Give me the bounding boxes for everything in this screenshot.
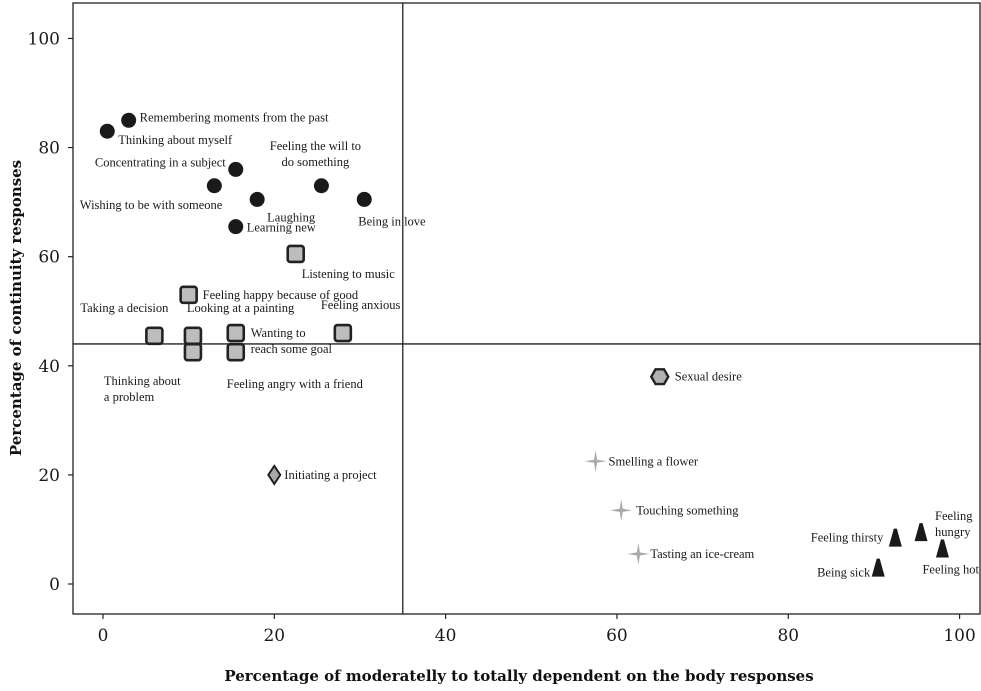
point-feeling-hungry: [914, 523, 928, 542]
point-label-wanting-to-reach-some-goal: Wanting to reach some goal: [251, 326, 333, 356]
x-tick-label-40: 40: [435, 626, 457, 646]
point-thinking-about-myself: [99, 123, 115, 139]
point-feeling-anxious: [333, 323, 353, 343]
point-label-touching-something: Touching something: [636, 503, 739, 517]
point-label-concentrating-in-a-subject: Concentrating in a subject: [95, 155, 226, 169]
point-being-in-love: [356, 191, 372, 207]
point-sexual-desire: [649, 368, 670, 386]
y-tick-label-0: 0: [49, 575, 60, 595]
point-tasting-an-ice-cream: [627, 542, 650, 565]
x-tick-label-0: 0: [98, 626, 109, 646]
point-label-being-in-love: Being in love: [358, 214, 426, 228]
point-label-feeling-the-will-to-do-something: Feeling the will to do something: [270, 139, 361, 169]
point-taking-a-decision: [145, 326, 164, 346]
point-feeling-hot: [935, 539, 949, 558]
point-initiating-a-project: [267, 464, 282, 486]
y-tick-label-100: 100: [28, 29, 60, 49]
point-label-feeling-angry-with-a-friend: Feeling angry with a friend: [227, 377, 364, 391]
x-axis-title: Percentage of moderatelly to totally dep…: [224, 667, 813, 685]
point-being-sick: [871, 558, 885, 577]
point-touching-something: [610, 499, 633, 522]
point-label-sexual-desire: Sexual desire: [675, 370, 742, 384]
y-tick-label-20: 20: [38, 466, 60, 486]
point-thinking-about-a-problem: [183, 342, 203, 362]
plot-frame: [72, 2, 981, 615]
y-axis-title: Percentage of continuity responses: [7, 160, 25, 456]
point-label-listening-to-music: Listening to music: [302, 267, 396, 281]
point-laughing: [249, 191, 265, 207]
point-concentrating-in-a-subject: [228, 161, 244, 177]
point-label-looking-at-a-painting: Looking at a painting: [187, 301, 295, 315]
point-label-being-sick: Being sick: [817, 566, 871, 580]
point-label-feeling-happy-because-of-good: Feeling happy because of good: [203, 288, 359, 302]
point-feeling-happy-because-of-good: [179, 285, 198, 305]
point-feeling-the-will-to-do-something: [313, 178, 329, 194]
point-looking-at-a-painting: [183, 326, 203, 346]
point-label-feeling-anxious: Feeling anxious: [321, 298, 401, 312]
point-remembering-moments-from-the-past: [121, 112, 137, 128]
x-tick-label-20: 20: [263, 626, 285, 646]
point-learning-new: [228, 219, 244, 235]
x-tick-label-100: 100: [943, 626, 975, 646]
point-listening-to-music: [286, 244, 306, 264]
point-label-taking-a-decision: Taking a decision: [80, 301, 169, 315]
x-tick-label-60: 60: [606, 626, 628, 646]
point-label-tasting-an-ice-cream: Tasting an ice-cream: [650, 547, 754, 561]
point-label-initiating-a-project: Initiating a project: [284, 468, 377, 482]
point-feeling-angry-with-a-friend: [226, 342, 246, 362]
point-smelling-a-flower: [584, 450, 607, 473]
data-points: [99, 112, 949, 577]
point-label-laughing: Laughing: [267, 210, 316, 224]
x-tick-label-80: 80: [777, 626, 799, 646]
point-label-feeling-thirsty: Feeling thirsty: [811, 531, 884, 545]
axes: 0 20 40 60 80 100 0 20 40 60 80 100: [28, 2, 981, 646]
point-label-feeling-hungry: Feeling hungry: [935, 509, 973, 539]
y-tick-label-40: 40: [38, 357, 60, 377]
y-tick-label-80: 80: [38, 139, 60, 159]
point-label-wishing-to-be-with-someone: Wishing to be with someone: [80, 198, 223, 212]
point-label-feeling-hot: Feeling hot: [922, 563, 979, 577]
point-feeling-thirsty: [888, 528, 902, 547]
point-label-learning-new: Learning new: [247, 221, 316, 235]
y-tick-label-60: 60: [38, 248, 60, 268]
point-label-remembering-moments-from-the-past: Remembering moments from the past: [140, 110, 329, 124]
point-wishing-to-be-with-someone: [206, 178, 222, 194]
point-label-smelling-a-flower: Smelling a flower: [609, 454, 699, 468]
point-label-thinking-about-a-problem: Thinking about a problem: [104, 374, 181, 404]
point-wanting-to-reach-some-goal: [226, 323, 246, 343]
point-label-thinking-about-myself: Thinking about myself: [118, 133, 233, 147]
point-labels: Remembering moments from the past Thinkin…: [80, 110, 980, 579]
